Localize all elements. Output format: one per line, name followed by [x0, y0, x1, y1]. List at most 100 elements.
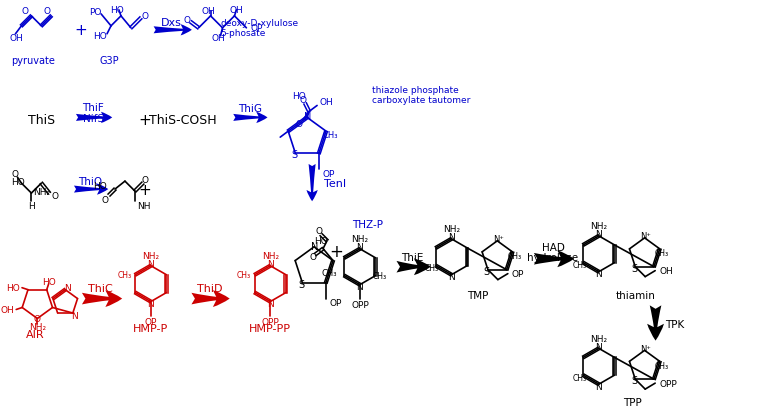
Text: O: O [102, 195, 109, 204]
Text: thiamin: thiamin [615, 290, 656, 300]
Text: NifS: NifS [82, 114, 103, 124]
Text: N: N [448, 233, 455, 242]
Text: HO: HO [93, 32, 107, 41]
Text: CH₃: CH₃ [573, 261, 587, 270]
Text: N: N [595, 342, 602, 351]
Text: N: N [148, 299, 154, 309]
Text: HO: HO [6, 283, 20, 292]
Text: CH₃: CH₃ [373, 271, 387, 280]
Text: N⁺: N⁺ [492, 235, 503, 244]
Text: OP: OP [330, 299, 342, 308]
Text: N: N [448, 273, 455, 282]
Text: OH: OH [212, 34, 226, 43]
Text: NH₂: NH₂ [261, 252, 279, 261]
Text: HO: HO [314, 237, 328, 246]
Text: S: S [484, 266, 490, 276]
Text: O: O [142, 175, 149, 184]
Text: OH: OH [202, 7, 216, 17]
Text: HMP-PP: HMP-PP [249, 324, 291, 334]
Text: HO: HO [42, 278, 55, 287]
Text: hydrolase: hydrolase [527, 252, 579, 262]
Text: O: O [44, 7, 51, 17]
Text: NH₂: NH₂ [443, 225, 460, 234]
Text: N: N [595, 270, 602, 278]
Text: HO: HO [110, 6, 124, 15]
Text: N: N [304, 112, 312, 122]
Text: OPP: OPP [351, 300, 369, 309]
Text: S: S [631, 263, 637, 273]
Text: NH₂: NH₂ [33, 187, 51, 196]
Text: ThiF: ThiF [82, 103, 104, 113]
Text: carboxylate tautomer: carboxylate tautomer [372, 96, 470, 105]
Text: AIR: AIR [26, 330, 44, 339]
Text: thiazole phosphate: thiazole phosphate [372, 86, 458, 95]
Text: HAD: HAD [541, 242, 565, 252]
Text: OP: OP [251, 24, 263, 33]
Text: N⁺: N⁺ [640, 344, 651, 353]
Text: O: O [300, 96, 307, 105]
Text: N: N [267, 299, 274, 309]
Text: ThiG: ThiG [238, 104, 262, 114]
Text: TPK: TPK [665, 320, 685, 330]
Text: N: N [148, 260, 154, 268]
Text: OH: OH [319, 98, 333, 107]
Text: N: N [595, 230, 602, 239]
Text: CH₃: CH₃ [654, 361, 669, 370]
Text: ThiO: ThiO [78, 177, 102, 187]
Text: ThiE: ThiE [401, 252, 424, 262]
Text: H: H [28, 201, 35, 210]
Text: NH₂: NH₂ [29, 322, 46, 331]
Text: O: O [34, 314, 41, 323]
Text: CH₃: CH₃ [117, 271, 131, 280]
Text: O: O [316, 227, 323, 236]
Text: O: O [296, 120, 303, 128]
Text: NH₂: NH₂ [591, 334, 608, 343]
Text: HO: HO [93, 181, 107, 190]
Text: NH: NH [137, 201, 150, 210]
Text: OP: OP [145, 317, 157, 326]
Text: 5-phosate: 5-phosate [220, 29, 266, 38]
Text: NH₂: NH₂ [352, 235, 369, 244]
Text: HO: HO [293, 92, 306, 101]
Text: OP: OP [512, 270, 524, 278]
Text: G3P: G3P [100, 55, 119, 66]
Text: O: O [22, 7, 29, 17]
Text: S: S [292, 150, 297, 160]
Text: O: O [12, 169, 19, 178]
Text: CH₃: CH₃ [321, 268, 337, 278]
Text: O: O [310, 252, 317, 261]
Text: CH₃: CH₃ [654, 249, 669, 258]
Text: N: N [72, 311, 79, 320]
Text: TPP: TPP [623, 397, 642, 407]
Text: N: N [356, 282, 363, 292]
Text: OPP: OPP [261, 317, 279, 326]
Text: HO: HO [12, 177, 25, 186]
Text: ThiS-COSH: ThiS-COSH [149, 114, 216, 127]
Text: NH₂: NH₂ [591, 222, 608, 231]
Text: +: + [138, 113, 151, 128]
Text: CH₃: CH₃ [507, 252, 521, 261]
Text: CH₃: CH₃ [573, 373, 587, 382]
Text: ThiS: ThiS [28, 114, 55, 127]
Text: CH₃: CH₃ [322, 131, 338, 139]
Text: THZ-P: THZ-P [352, 219, 383, 229]
Text: N: N [64, 283, 71, 292]
Text: N⁺: N⁺ [640, 232, 651, 241]
Text: N: N [311, 241, 319, 251]
Text: N: N [595, 382, 602, 391]
Text: CH₃: CH₃ [425, 263, 439, 273]
Text: ThiC: ThiC [88, 283, 113, 293]
Text: OH: OH [1, 305, 14, 314]
Text: pyruvate: pyruvate [12, 55, 55, 66]
Text: O: O [183, 16, 190, 25]
Text: O: O [51, 191, 58, 200]
Text: +: + [329, 242, 343, 260]
Text: TenI: TenI [324, 179, 346, 189]
Text: CH₃: CH₃ [237, 271, 251, 280]
Text: +: + [138, 182, 151, 197]
Text: +: + [75, 23, 88, 38]
Text: OH: OH [9, 34, 23, 43]
Text: OH: OH [230, 6, 244, 15]
Text: TMP: TMP [467, 290, 488, 300]
Text: OPP: OPP [659, 379, 677, 388]
